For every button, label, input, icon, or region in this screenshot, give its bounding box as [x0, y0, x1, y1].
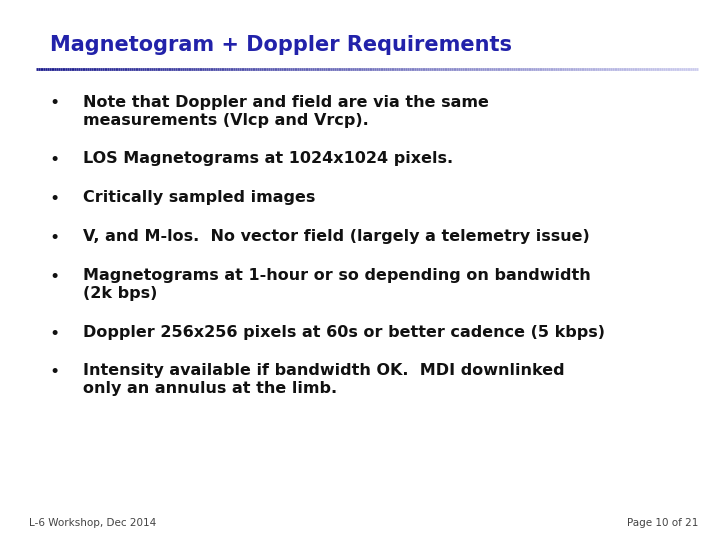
Text: •: •: [49, 325, 59, 342]
Text: •: •: [49, 190, 59, 208]
Text: •: •: [49, 363, 59, 381]
Text: Page 10 of 21: Page 10 of 21: [627, 518, 698, 528]
Text: •: •: [49, 229, 59, 247]
Text: Note that Doppler and field are via the same
measurements (Vlcp and Vrcp).: Note that Doppler and field are via the …: [83, 94, 489, 127]
Text: L-6 Workshop, Dec 2014: L-6 Workshop, Dec 2014: [29, 518, 156, 528]
Text: Intensity available if bandwidth OK.  MDI downlinked
only an annulus at the limb: Intensity available if bandwidth OK. MDI…: [83, 363, 564, 396]
Text: •: •: [49, 151, 59, 169]
Text: LOS Magnetograms at 1024x1024 pixels.: LOS Magnetograms at 1024x1024 pixels.: [83, 151, 453, 166]
Text: V, and M-los.  No vector field (largely a telemetry issue): V, and M-los. No vector field (largely a…: [83, 229, 590, 244]
Text: •: •: [49, 94, 59, 112]
Text: •: •: [49, 268, 59, 286]
Text: Doppler 256x256 pixels at 60s or better cadence (5 kbps): Doppler 256x256 pixels at 60s or better …: [83, 325, 605, 340]
Text: Magnetograms at 1-hour or so depending on bandwidth
(2k bps): Magnetograms at 1-hour or so depending o…: [83, 268, 590, 301]
Text: Critically sampled images: Critically sampled images: [83, 190, 315, 205]
Text: Magnetogram + Doppler Requirements: Magnetogram + Doppler Requirements: [50, 35, 513, 55]
